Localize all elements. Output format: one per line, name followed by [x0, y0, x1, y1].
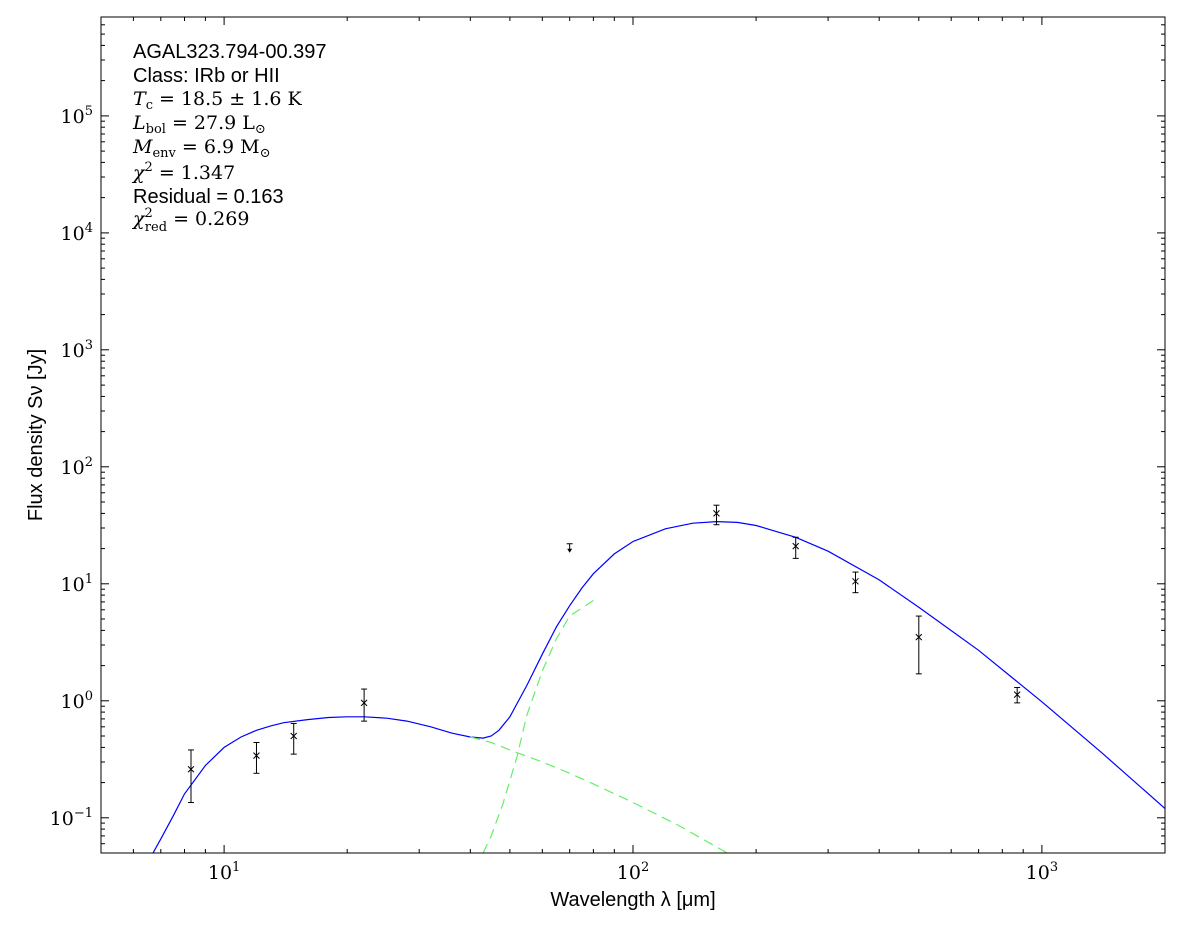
- menv-symbol: M: [132, 136, 153, 158]
- annotation-chi2red: χ2 red = 0.269: [131, 206, 249, 235]
- point-marker: [253, 752, 260, 759]
- upper-limit: [566, 543, 573, 553]
- x-axis-label: Wavelength λ [μm]: [550, 889, 715, 911]
- chi2red-symbol: χ: [131, 208, 146, 230]
- lbol-value: = 27.9 L: [166, 112, 255, 134]
- data-point: [187, 749, 195, 804]
- chi2red-superscript: 2: [145, 206, 153, 221]
- data-point: [253, 742, 260, 774]
- annotation-block: AGAL323.794-00.397 Class: IRb or HII Tc …: [131, 41, 327, 235]
- annotation-class: Class: IRb or HII: [133, 65, 280, 87]
- lbol-subscript: bol: [146, 122, 166, 137]
- y-tick-label: 100: [61, 689, 93, 713]
- chi2-symbol: χ: [131, 162, 146, 184]
- y-tick-label: 102: [61, 455, 93, 479]
- annotation-residual: Residual = 0.163: [133, 186, 284, 208]
- plot-frame: [100, 16, 1166, 854]
- lbol-sun: ⊙: [255, 122, 266, 137]
- x-tick-label: 101: [208, 860, 240, 884]
- data-point: [713, 504, 720, 526]
- chi2red-value: = 0.269: [167, 208, 249, 230]
- tc-value: = 18.5 ± 1.6 K: [153, 88, 303, 110]
- y-tick-label: 103: [61, 338, 93, 362]
- y-tick-label: 101: [61, 572, 93, 596]
- point-marker: [852, 577, 859, 585]
- annotation-lbol: Lbol = 27.9 L⊙: [132, 112, 266, 137]
- series-warm-component: [470, 736, 728, 853]
- data-point: [360, 688, 368, 722]
- annotation-chi2: χ2 = 1.347: [131, 160, 235, 184]
- data-point: [1013, 686, 1021, 704]
- y-axis-label: Flux density Sν [Jy]: [25, 349, 47, 521]
- chi2red-subscript: red: [145, 220, 167, 235]
- chi2-value: = 1.347: [153, 162, 235, 184]
- menv-value: = 6.9 M: [176, 136, 260, 158]
- point-marker: [360, 699, 368, 707]
- tc-subscript: c: [146, 98, 153, 113]
- lbol-symbol: L: [132, 112, 146, 134]
- series-total-model: [152, 520, 1165, 853]
- point-marker: [713, 510, 720, 517]
- menv-subscript: env: [152, 146, 176, 161]
- x-tick-label: 102: [617, 860, 649, 884]
- y-tick-label: 104: [61, 221, 93, 245]
- tc-symbol: T: [133, 88, 147, 110]
- point-marker: [187, 765, 195, 773]
- y-tick-label: 10−1: [50, 806, 93, 830]
- model-lines: [152, 520, 1165, 853]
- point-marker: [915, 633, 923, 641]
- chi2-superscript: 2: [145, 160, 153, 175]
- data-points: [187, 504, 1021, 804]
- menv-sun: ⊙: [260, 146, 271, 161]
- data-point: [290, 722, 298, 755]
- point-marker: [1013, 691, 1021, 698]
- data-point: [915, 615, 923, 675]
- point-marker: [792, 542, 800, 550]
- x-tick-label: 103: [1026, 860, 1058, 884]
- tick-labels: 101 102 103 10−1 100 101 102 103 104 105: [50, 104, 1058, 884]
- annotation-menv: Menv = 6.9 M⊙: [132, 136, 271, 161]
- upper-limit-arrow: [567, 548, 573, 553]
- annotation-source: AGAL323.794-00.397: [133, 41, 327, 63]
- tick-marks: [100, 16, 1166, 854]
- point-marker: [290, 732, 298, 740]
- y-tick-label: 105: [61, 104, 93, 128]
- annotation-tc: Tc = 18.5 ± 1.6 K: [133, 88, 303, 113]
- data-point: [792, 536, 800, 559]
- data-point: [852, 571, 859, 594]
- series-cold-component: [482, 599, 594, 853]
